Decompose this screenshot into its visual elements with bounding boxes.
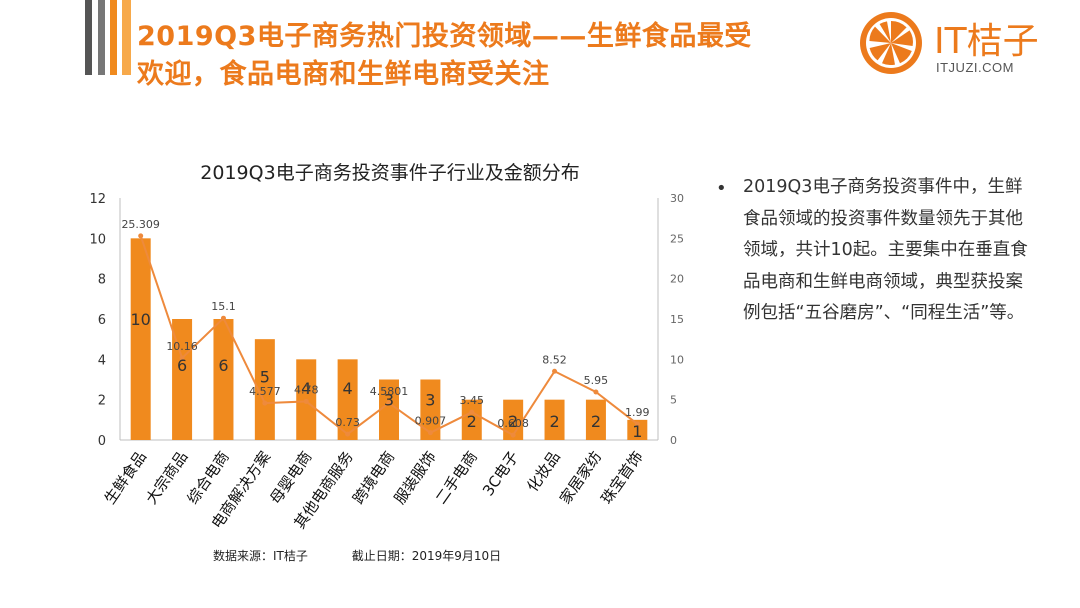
y-left-tick-label: 8 <box>98 273 106 288</box>
y-right-tick-label: 25 <box>670 232 684 245</box>
bar-value-label: 6 <box>177 356 187 375</box>
line-point <box>138 233 144 239</box>
line-point <box>345 431 351 437</box>
line-value-label: 1.99 <box>625 406 650 419</box>
bar <box>503 399 524 440</box>
chart-title: 2019Q3电子商务投资事件子行业及金额分布 <box>200 162 580 184</box>
line-value-label: 3.45 <box>460 394 485 407</box>
bar-value-label: 2 <box>549 412 559 431</box>
y-left-tick-label: 12 <box>89 192 106 207</box>
line-point <box>510 432 516 438</box>
line-value-label: 0.608 <box>497 417 529 430</box>
cutoff-date: 截止日期：2019年9月10日 <box>351 549 502 563</box>
slide-title: 2019Q3电子商务热门投资领域——生鲜食品最受 欢迎，食品电商和生鲜电商受关注 <box>137 18 827 94</box>
header-decor-bar <box>98 0 105 75</box>
line-value-label: 5.95 <box>584 374 609 387</box>
line-value-label: 4.5801 <box>370 385 409 398</box>
line-value-label: 0.907 <box>415 415 447 428</box>
y-right-tick-label: 15 <box>670 313 684 326</box>
line-point <box>386 400 392 406</box>
line-point <box>303 398 309 404</box>
bar-value-label: 3 <box>384 391 394 410</box>
y-left-tick-label: 4 <box>98 353 106 368</box>
logo-name: IT桔子 <box>934 21 1039 62</box>
bar <box>420 379 441 440</box>
logo-domain: ITJUZI.COM <box>936 60 1014 75</box>
y-right-tick-label: 30 <box>670 192 684 205</box>
bar-value-label: 1 <box>632 422 642 441</box>
category-label: 珠宝首饰 <box>597 448 646 507</box>
category-label: 二手电商 <box>432 448 481 507</box>
line-point <box>634 421 640 427</box>
bar <box>130 238 151 440</box>
bar-value-label: 2 <box>508 412 518 431</box>
analysis-note: 2019Q3电子商务投资事件中，生鲜食品领域的投资事件数量领先于其他领域，共计1… <box>743 177 1028 323</box>
y-left-tick-label: 10 <box>89 232 106 247</box>
bar-value-label: 10 <box>131 310 151 329</box>
line-point <box>220 315 226 321</box>
line-value-label: 25.309 <box>121 218 160 231</box>
line-point <box>262 400 268 406</box>
bar <box>254 339 275 440</box>
slide-title-line1: 2019Q3电子商务热门投资领域——生鲜食品最受 <box>137 21 752 52</box>
y-right-tick-label: 20 <box>670 273 684 286</box>
bar-value-label: 2 <box>467 412 477 431</box>
line-value-label: 10.16 <box>166 340 198 353</box>
header-decor-bar <box>122 0 131 75</box>
y-left-tick-label: 6 <box>98 313 106 328</box>
note-bullet: • <box>716 178 727 199</box>
bar-value-label: 5 <box>260 368 270 387</box>
y-right-tick-label: 5 <box>670 394 677 407</box>
y-right-tick-label: 0 <box>670 434 677 447</box>
line-value-label: 15.1 <box>211 300 236 313</box>
category-label: 3C电子 <box>479 448 522 499</box>
combo-chart: 0 2 4 6 8 10 12 0 5 10 15 20 25 30 10 6 6 5 4 4 3 3 2 2 2 2 1 25.30… <box>89 192 684 532</box>
bar <box>627 419 648 440</box>
line-value-label: 4.577 <box>249 385 281 398</box>
bar-value-label: 4 <box>343 379 353 398</box>
slide-title-line2: 欢迎，食品电商和生鲜电商受关注 <box>137 59 550 90</box>
bar <box>337 359 358 440</box>
orange-slice-icon <box>860 12 922 74</box>
bar-value-label: 6 <box>218 356 228 375</box>
bar <box>213 319 234 440</box>
header-decor-bar <box>85 0 92 75</box>
line-value-label: 8.52 <box>542 353 567 366</box>
line-point <box>427 430 433 436</box>
bar-value-label: 4 <box>301 379 311 398</box>
line-point <box>469 409 475 415</box>
bar <box>379 379 399 440</box>
bar <box>544 399 565 440</box>
itjuzi-logo: IT桔子 ITJUZI.COM <box>858 10 1068 80</box>
y-right-tick-label: 10 <box>670 353 684 366</box>
y-left-tick-label: 0 <box>98 434 106 449</box>
bar <box>172 319 193 440</box>
y-left-tick-label: 2 <box>98 394 106 409</box>
bar-value-label: 2 <box>591 412 601 431</box>
source-line: 数据来源：IT桔子 截止日期：2019年9月10日 <box>213 547 541 564</box>
bar-value-label: 3 <box>425 391 435 410</box>
line-value-label: 4.78 <box>294 383 319 396</box>
line-point <box>593 389 599 395</box>
header-decor-bar <box>110 0 117 75</box>
line-value-label: 0.73 <box>335 416 360 429</box>
line-point <box>179 355 185 361</box>
bar <box>585 399 606 440</box>
category-label: 化妆品 <box>523 448 564 495</box>
source-label: 数据来源：IT桔子 <box>213 549 308 563</box>
line-point <box>552 368 558 374</box>
bar <box>461 399 482 440</box>
